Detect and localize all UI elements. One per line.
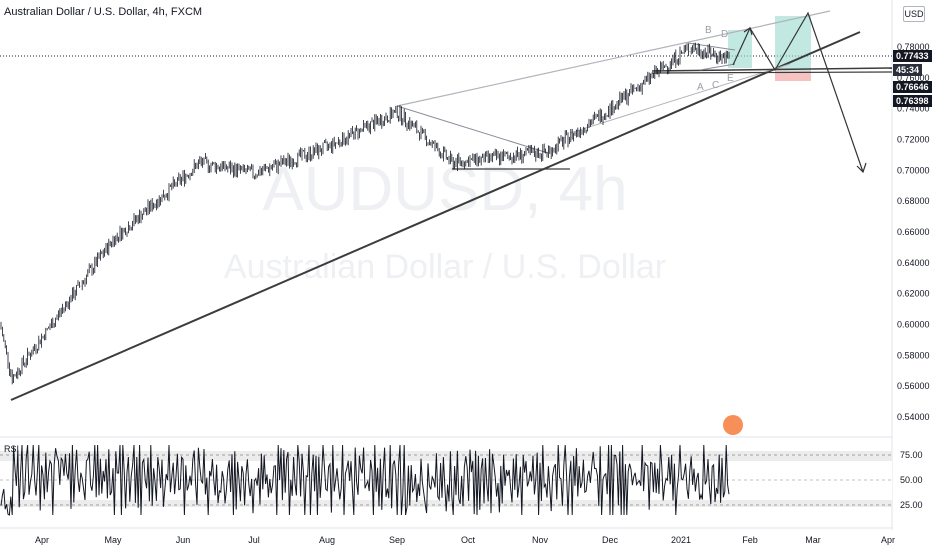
x-tick-label: Aug bbox=[319, 535, 335, 545]
watermark-name: Australian Dollar / U.S. Dollar bbox=[224, 248, 666, 286]
price-axis: 0.78000 0.76000 0.74000 0.72000 0.70000 0.680… bbox=[897, 42, 930, 422]
pattern-label-a: A bbox=[697, 82, 704, 93]
x-tick-label: 2021 bbox=[671, 535, 691, 545]
symbol-title[interactable]: Australian Dollar / U.S. Dollar, 4h, FXC… bbox=[4, 6, 203, 18]
lower-channel-line bbox=[569, 63, 791, 134]
support-level-1 bbox=[651, 67, 893, 72]
rsi-line bbox=[0, 444, 730, 516]
wedge-top-line bbox=[396, 105, 549, 154]
y-tick-label: 0.58000 bbox=[897, 350, 930, 360]
support-trendline bbox=[10, 31, 861, 401]
pattern-label-e: E bbox=[727, 73, 734, 84]
support-level-2 bbox=[651, 71, 893, 74]
abcde-upper-line bbox=[687, 42, 736, 51]
projection-arrowhead-2 bbox=[856, 162, 867, 174]
rsi-tick-label: 25.00 bbox=[900, 500, 923, 510]
y-tick-label: 0.74000 bbox=[897, 104, 930, 114]
x-tick-label: Nov bbox=[532, 535, 549, 545]
rsi-axis: 75.00 50.00 25.00 bbox=[900, 450, 923, 510]
y-tick-label: 0.76000 bbox=[897, 73, 930, 83]
projection-arrowhead-1 bbox=[743, 27, 753, 36]
tradingview-badge-icon bbox=[723, 415, 743, 435]
x-tick-label: Sep bbox=[389, 535, 405, 545]
y-tick-label: 0.72000 bbox=[897, 135, 930, 145]
x-tick-label: Jul bbox=[248, 535, 260, 545]
y-tick-label: 0.66000 bbox=[897, 227, 930, 237]
y-tick-label: 0.62000 bbox=[897, 289, 930, 299]
currency-button[interactable]: USD bbox=[903, 6, 925, 22]
y-tick-label: 0.70000 bbox=[897, 165, 930, 175]
abcde-lower-line bbox=[699, 63, 736, 71]
watermark-ticker: AUDUSD, 4h bbox=[262, 155, 627, 224]
y-tick-label: 0.68000 bbox=[897, 196, 930, 206]
y-tick-label: 0.54000 bbox=[897, 412, 930, 422]
level-1-tag: 0.76646 bbox=[893, 81, 932, 93]
y-tick-label: 0.56000 bbox=[897, 381, 930, 391]
rsi-label[interactable]: RSI bbox=[4, 444, 20, 454]
x-tick-label: Jun bbox=[176, 535, 191, 545]
y-tick-label: 0.60000 bbox=[897, 320, 930, 330]
x-tick-label: May bbox=[104, 535, 122, 545]
stop-box bbox=[775, 71, 811, 81]
y-tick-label: 0.64000 bbox=[897, 258, 930, 268]
y-tick-label: 0.78000 bbox=[897, 42, 930, 52]
target-box-2 bbox=[775, 16, 811, 71]
projection-path bbox=[732, 11, 864, 173]
resistance-channel-line bbox=[396, 10, 831, 107]
price-candles bbox=[0, 42, 730, 385]
level-2-tag: 0.76398 bbox=[893, 95, 932, 107]
pattern-label-d: D bbox=[721, 29, 728, 40]
x-tick-label: Feb bbox=[742, 535, 758, 545]
x-tick-label: Apr bbox=[35, 535, 49, 545]
x-tick-label: Oct bbox=[461, 535, 476, 545]
time-axis: Apr May Jun Jul Aug Sep Oct Nov Dec 2021 Feb Mar Apr bbox=[35, 535, 895, 545]
rsi-tick-label: 50.00 bbox=[900, 475, 923, 485]
x-tick-label: Apr bbox=[881, 535, 895, 545]
last-price-tag: 0.77433 bbox=[893, 50, 932, 62]
rsi-tick-label: 75.00 bbox=[900, 450, 923, 460]
countdown-tag: 45:34 bbox=[893, 64, 923, 76]
pattern-label-c: C bbox=[712, 80, 719, 91]
x-tick-label: Dec bbox=[602, 535, 619, 545]
x-tick-label: Mar bbox=[805, 535, 821, 545]
pattern-label-b: B bbox=[705, 25, 712, 36]
